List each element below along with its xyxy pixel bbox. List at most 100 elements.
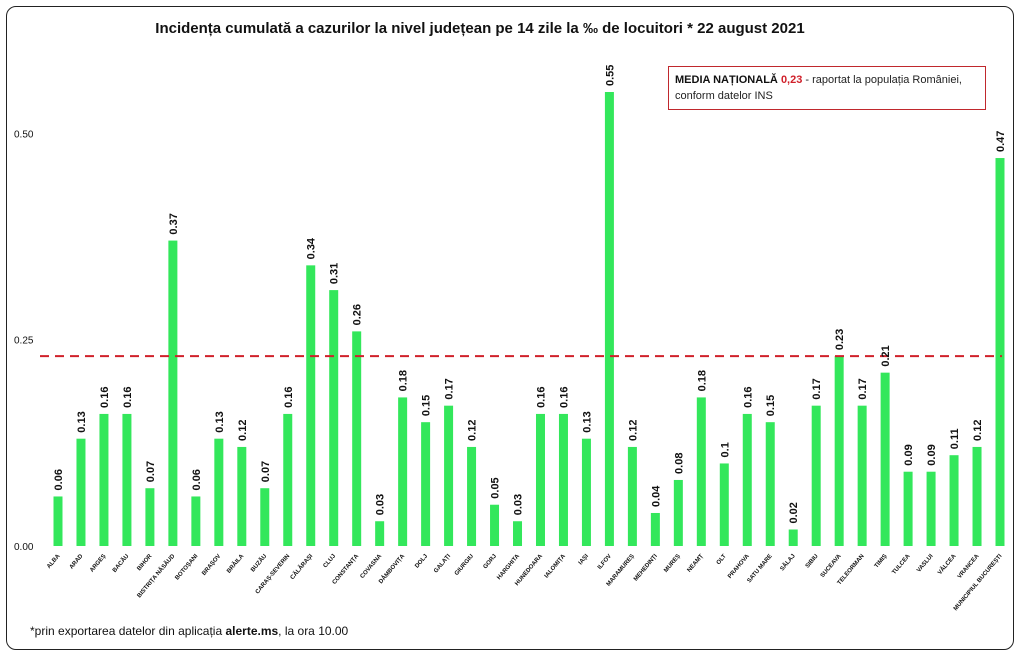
bar-value-label: 0.06 [191,469,203,490]
bar [604,92,614,546]
bar [53,496,63,546]
bar [214,438,224,546]
bar [513,521,523,546]
legend-lead: MEDIA NAȚIONALĂ [675,74,778,86]
bar-value-label: 0.18 [398,370,410,391]
bar-value-label: 0.13 [581,411,593,432]
x-tick-label: BOTOȘANI [175,553,200,581]
bar [398,397,408,546]
bar-value-label: 0.12 [467,420,479,441]
bar [145,488,155,546]
bar-value-label: 0.08 [673,453,685,474]
bar [191,496,201,546]
bar [444,405,454,546]
value-labels: 0.06 0.13 0.16 0.16 0.07 0.37 0.06 0.13 0.12 0.07… [53,65,1007,524]
bar [76,438,86,546]
x-tick-label: BRĂILA [225,552,245,574]
bar-value-label: 0.1 [719,442,731,457]
bar [352,331,362,546]
bar-value-label: 0.47 [995,131,1007,152]
bar-value-label: 0.16 [122,387,134,408]
bar [673,479,683,546]
x-tick-label: SIBIU [805,553,820,569]
bar [788,529,798,546]
bar [306,265,316,546]
bar [558,413,568,546]
national-average-legend: MEDIA NAȚIONALĂ 0,23 - raportat la popul… [668,66,986,110]
bar [467,446,477,546]
footnote-app-name: alerte.ms [225,624,279,638]
bar [719,463,729,546]
bar-value-label: 0.55 [604,65,616,86]
x-tick-label: GALAȚI [433,553,452,574]
x-tick-label: CLUJ [323,553,338,569]
x-tick-label: BUZĂU [249,553,268,574]
bar [696,397,706,546]
y-tick-label: 0.25 [14,336,34,347]
footnote-prefix: *prin exportarea datelor din aplicația [30,624,223,638]
footnote-suffix: , la ora 10.00 [278,624,349,638]
bar-value-label: 0.09 [903,444,915,465]
bar-value-label: 0.21 [880,345,892,366]
bar [421,422,431,546]
bar-value-label: 0.16 [742,387,754,408]
bar-value-label: 0.15 [421,395,433,416]
x-tick-label: GORJ [483,553,499,570]
x-tick-label: PRAHOVA [727,553,751,580]
bar-value-label: 0.06 [53,469,65,490]
bar-value-label: 0.23 [834,329,846,350]
bar-value-label: 0.16 [558,387,570,408]
bar-value-label: 0.17 [811,378,823,399]
x-tick-label: BISTRIȚA NĂSĂUD [136,552,177,599]
legend-line2: conform datelor INS [675,90,773,102]
x-tick-label: DOLJ [414,553,429,569]
bar [742,413,752,546]
bar-value-label: 0.26 [352,304,364,325]
bar [650,512,660,546]
bar [168,240,178,546]
x-tick-label: BACĂU [111,553,130,574]
y-tick-label: 0.00 [14,542,34,553]
x-tick-label: ILFOV [597,553,613,570]
bar [880,372,890,546]
bar [490,504,500,546]
bar [627,446,637,546]
y-tick-label: 0.50 [14,129,34,140]
bar [122,413,132,546]
bar [811,405,821,546]
x-tick-label: COVASNA [360,553,384,580]
x-tick-label: IALOMIȚA [544,553,568,580]
x-tick-label: SUCEAVA [820,553,843,579]
x-tick-label: HARGHITA [496,553,521,581]
bar-value-label: 0.16 [99,387,111,408]
x-tick-label: CĂLĂRAȘI [289,553,315,582]
bar-value-label: 0.13 [214,411,226,432]
bar-value-label: 0.05 [490,477,502,498]
bar [581,438,591,546]
x-tick-label: MUREȘ [663,553,682,573]
bar-value-label: 0.16 [535,387,547,408]
bar-value-label: 0.34 [306,237,318,259]
bar [535,413,545,546]
x-tick-label: VASLUI [916,553,935,574]
bar-value-label: 0.03 [513,494,525,515]
bar-value-label: 0.15 [765,395,777,416]
bars [53,92,1005,546]
x-tick-label: VÂLCEA [936,552,958,576]
bar [972,446,982,546]
x-tick-label: ALBA [46,553,62,570]
x-tick-label: ARGEȘ [89,553,107,573]
bar-value-label: 0.31 [329,263,341,284]
x-tick-label: OLT [716,553,728,566]
footnote: *prin exportarea datelor din aplicația a… [30,624,348,638]
bar-value-label: 0.12 [972,420,984,441]
x-tick-label: MEHEDINȚI [633,553,659,582]
bar-value-label: 0.18 [696,370,708,391]
x-tick-label: MUNICIPIUL BUCUREȘTI [953,553,1004,612]
x-tick-label: ARAD [69,553,85,571]
bar [834,356,844,546]
x-tick-label: BRAȘOV [201,553,222,577]
bar [857,405,867,546]
